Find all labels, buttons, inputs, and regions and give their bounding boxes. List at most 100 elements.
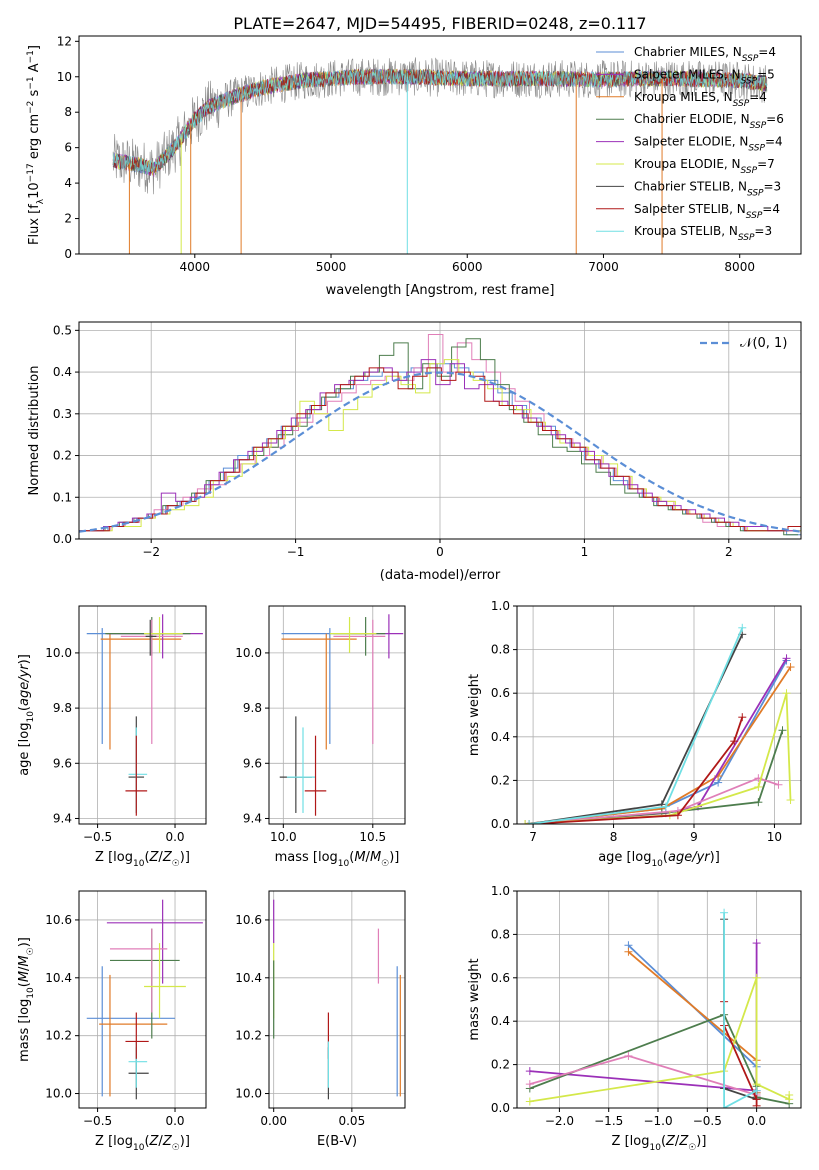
label-part: Z — [149, 1134, 160, 1149]
label-part: mass [log — [17, 999, 32, 1062]
label-part: erg cm — [27, 114, 42, 163]
label-part: SSP — [750, 121, 767, 131]
label-part: Kroupa MILES, N — [634, 90, 733, 104]
label-part: 10 — [651, 859, 663, 869]
label-part: =4 — [758, 45, 776, 59]
label-part: mass [log — [275, 850, 338, 865]
weight-line — [723, 919, 757, 1101]
label-part: )] — [180, 850, 190, 865]
y-axis-label: mass weight — [467, 958, 482, 1040]
label-part: age/yr — [17, 663, 32, 706]
label-part: )] — [389, 850, 399, 865]
y-tick-label: 0.0 — [491, 817, 510, 831]
legend-label: Salpeter MILES, NSSP=5 — [634, 67, 775, 86]
y-tick-label: 0.4 — [491, 730, 510, 744]
label-part: λ — [36, 198, 46, 204]
histogram-step — [79, 359, 797, 532]
x-tick-label: 2 — [725, 545, 733, 559]
label-part: ( — [17, 706, 32, 711]
x-tick-label: −1.5 — [594, 1114, 623, 1128]
label-part: =3 — [764, 179, 782, 193]
label-part: −1 — [26, 50, 36, 63]
weight-line — [529, 716, 744, 824]
x-tick-label: −0.5 — [693, 1114, 722, 1128]
y-tick-label: 6 — [64, 141, 72, 155]
label-part: Chabrier ELODIE, N — [634, 112, 750, 126]
label-part: ☉ — [26, 947, 36, 955]
label-part: / — [675, 1134, 680, 1149]
y-tick-label: 2 — [64, 212, 72, 226]
x-tick-label: 0.00 — [260, 1114, 287, 1128]
y-tick-label: 10.4 — [45, 971, 72, 985]
weight-line — [524, 666, 792, 824]
label-part: =4 — [762, 202, 780, 216]
y-tick-label: 0.2 — [53, 449, 72, 463]
label-part: )] — [696, 1134, 706, 1149]
y-tick-label: 9.8 — [53, 701, 72, 715]
label-part: A — [27, 63, 42, 76]
histogram-step — [80, 367, 801, 532]
weight-line — [524, 777, 779, 824]
y-tick-label: 4 — [64, 176, 72, 190]
y-axis-label: mass [log10(M/M☉)] — [17, 937, 36, 1062]
residual-axes: −2 −1 0 1 2 0.0 0.1 0.2 0.3 0.4 0.5 (data-model)/er… — [27, 321, 802, 583]
legend-label: Salpeter ELODIE, NSSP=4 — [634, 135, 783, 154]
y-tick-label: 10.6 — [45, 913, 72, 927]
axes-frame — [78, 35, 802, 255]
x-tick-label: 0 — [436, 545, 444, 559]
label-part: −1 — [26, 76, 36, 89]
gaussian-curve — [79, 371, 801, 533]
label-part: / — [17, 966, 32, 971]
label-part: 10 — [27, 182, 42, 199]
legend-label: Kroupa ELODIE, NSSP=7 — [634, 157, 775, 176]
label-part: ( — [144, 1134, 149, 1149]
label-part: )] — [17, 654, 32, 664]
plot-area — [525, 908, 794, 1108]
x-tick-label: −1.0 — [643, 1114, 672, 1128]
weight-line — [723, 912, 758, 1108]
y-tick-label: 10 — [57, 70, 72, 84]
x-axis-label: mass [log10(M/M☉)] — [275, 850, 400, 869]
x-axis-label: Z [log10(Z/Z☉)] — [95, 1134, 190, 1153]
y-axis-label: mass weight — [467, 674, 482, 756]
y-tick-label: 0.8 — [491, 927, 510, 941]
label-part: =6 — [766, 112, 784, 126]
label-part: Flux [f — [27, 204, 42, 245]
label-part: ( — [663, 850, 668, 865]
y-tick-label: 10.2 — [45, 1029, 72, 1043]
label-part: Kroupa STELIB, N — [634, 224, 738, 238]
y-axis-label: Flux [fλ10−17 erg cm−2 s−1 A−1] — [26, 45, 46, 245]
legend-label: Salpeter STELIB, NSSP=4 — [634, 202, 780, 221]
legend-label: Chabrier MILES, NSSP=4 — [634, 45, 776, 64]
label-part: )] — [17, 937, 32, 947]
label-part: Z — [162, 1134, 173, 1149]
weight-line — [524, 660, 788, 824]
histogram-step — [83, 359, 801, 532]
x-tick-label: 8 — [610, 830, 618, 844]
x-tick-label: 10 — [767, 830, 782, 844]
label-part: =3 — [754, 224, 772, 238]
x-tick-label: −2 — [142, 545, 160, 559]
label-part: ☉ — [381, 859, 389, 869]
label-part: Salpeter ELODIE, N — [634, 135, 748, 149]
axes-frame — [516, 890, 802, 1109]
label-part: ( — [144, 850, 149, 865]
y-tick-label: 0.4 — [53, 365, 72, 379]
x-axis-label: Z [log10(Z/Z☉)] — [612, 1134, 707, 1153]
label-part: −2 — [26, 101, 36, 114]
x-tick-label: 10.5 — [359, 830, 386, 844]
plot-area — [273, 899, 401, 1100]
x-tick-label: 9 — [690, 830, 698, 844]
label-part: / — [158, 850, 163, 865]
y-tick-label: 10.0 — [235, 1087, 262, 1101]
label-part: ☉ — [172, 1143, 180, 1153]
histogram-step — [81, 334, 801, 532]
label-part: M — [17, 971, 32, 982]
label-part: Salpeter MILES, N — [634, 67, 741, 81]
weight-line — [528, 627, 744, 824]
y-tick-label: 8 — [64, 105, 72, 119]
label-part: Z — [678, 1134, 689, 1149]
x-tick-label: 8000 — [724, 260, 755, 274]
y-tick-label: 10.4 — [235, 971, 262, 985]
y-tick-label: 10.0 — [235, 646, 262, 660]
